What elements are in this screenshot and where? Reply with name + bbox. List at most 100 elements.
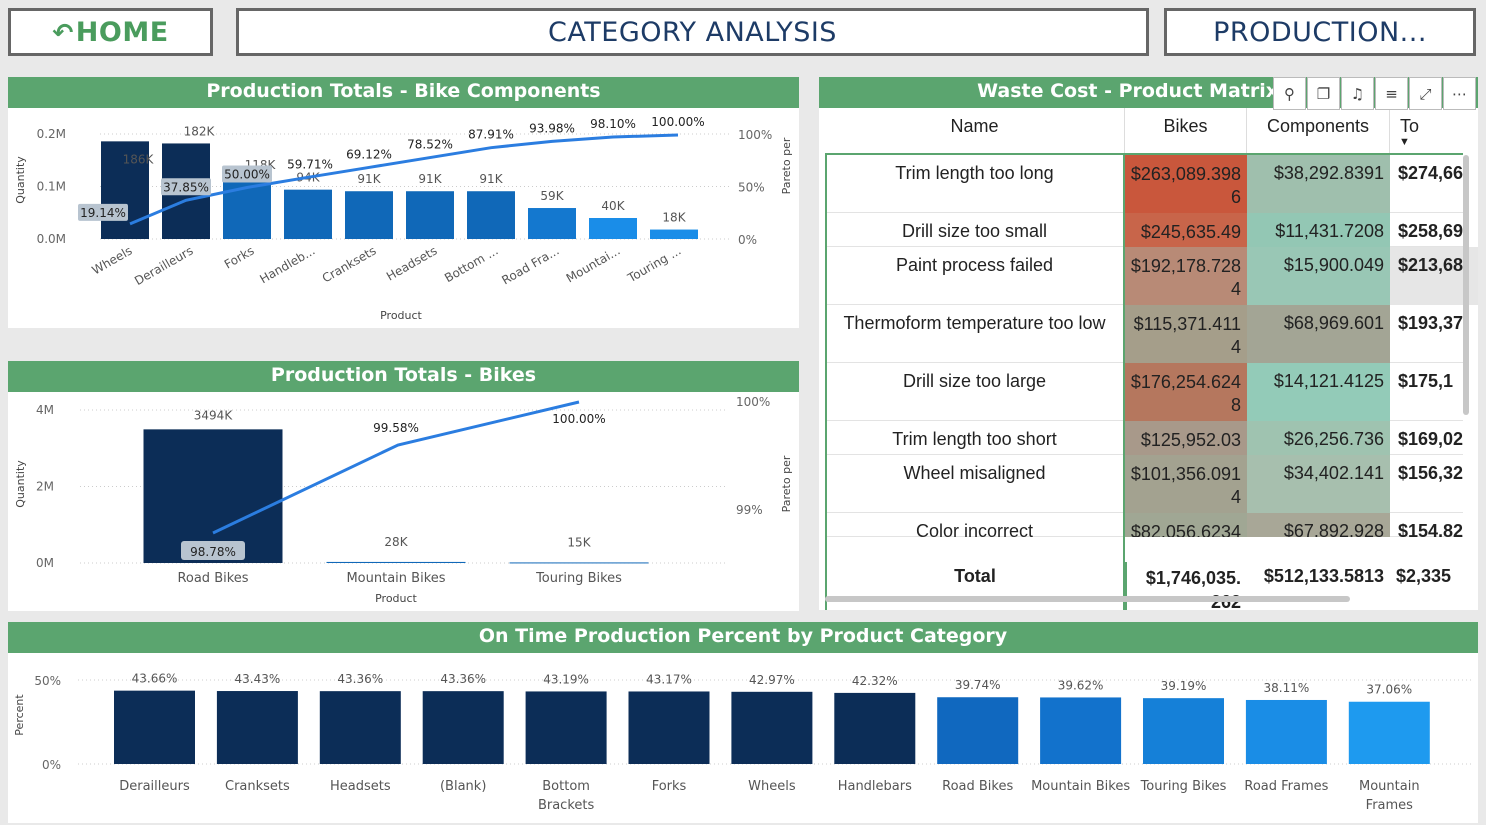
total-label: Total bbox=[954, 566, 996, 586]
y2-tick-label: 100% bbox=[736, 395, 770, 409]
total-value: $154,82 bbox=[1398, 521, 1464, 537]
focus-mode-icon[interactable]: ⤢ bbox=[1409, 77, 1442, 110]
column-header: To bbox=[1390, 108, 1478, 154]
bikes-value-line: $125,952.03 bbox=[1140, 430, 1241, 450]
bikes-value-line: $263,089.398 bbox=[1130, 164, 1241, 184]
x-tick-label: Wheels bbox=[748, 779, 796, 794]
data-label: 91K bbox=[357, 172, 381, 186]
y-tick-label: 2M bbox=[36, 480, 54, 494]
pareto-label: 98.78% bbox=[190, 545, 236, 559]
data-label: 39.74% bbox=[955, 678, 1001, 692]
data-label: 39.62% bbox=[1058, 678, 1104, 692]
on-time-production-panel[interactable]: On Time Production Percent by Product Ca… bbox=[8, 622, 1478, 823]
data-label: 91K bbox=[418, 172, 442, 186]
production-button-label: PRODUCTION... bbox=[1213, 16, 1427, 48]
data-label: 43.36% bbox=[440, 672, 486, 686]
y2-axis-title: Pareto per bbox=[780, 137, 793, 194]
chart-title: Production Totals - Bike Components bbox=[8, 77, 799, 108]
y-axis-title: Quantity bbox=[14, 156, 27, 204]
bikes-value-line: 4 bbox=[1230, 487, 1241, 507]
total-row bbox=[825, 562, 1463, 610]
data-label: 42.97% bbox=[749, 673, 795, 687]
y2-tick-label: 0% bbox=[738, 233, 757, 247]
bikes-value: $192,178.728 4 bbox=[1125, 247, 1247, 305]
total-value: $193,37 bbox=[1398, 313, 1464, 333]
production-button[interactable]: PRODUCTION... bbox=[1164, 8, 1476, 56]
bar bbox=[319, 691, 401, 764]
pareto-line bbox=[212, 400, 580, 535]
bikes-value: $82,056.6234 bbox=[1125, 513, 1247, 537]
bikes-value: $115,371.411 4 bbox=[1125, 305, 1247, 363]
x-tick-label: Touring Bikes bbox=[535, 571, 622, 586]
bikes-value-line: $82,056.6234 bbox=[1130, 522, 1241, 537]
bar bbox=[326, 561, 466, 563]
x-tick-label: Cranksets bbox=[320, 243, 379, 285]
bar bbox=[143, 429, 283, 563]
matrix-left-border bbox=[825, 153, 827, 610]
bikes-value-line: 8 bbox=[1230, 395, 1241, 415]
bar bbox=[834, 692, 916, 764]
sort-descending-icon: ▼ bbox=[1399, 136, 1410, 148]
waste-cost-matrix-panel[interactable]: Waste Cost - Product Matrix Name Bikes Com… bbox=[819, 77, 1478, 610]
copy-icon[interactable]: ❐ bbox=[1307, 77, 1340, 110]
bikes-chart-panel[interactable]: Production Totals - Bikes 0M 2M 4M 99% 100% Q… bbox=[8, 361, 799, 611]
data-label: 40K bbox=[601, 199, 625, 213]
data-label: 18K bbox=[662, 211, 686, 225]
bike-components-chart: 0.0M 0.1M 0.2M 0% 50% 100% Quantity Pareto per P… bbox=[14, 115, 793, 322]
pareto-label-bg bbox=[161, 178, 211, 196]
more-options-icon[interactable]: ⋯ bbox=[1443, 77, 1476, 110]
page-title-text: CATEGORY ANALYSIS bbox=[548, 16, 837, 48]
x-tick-label: Handleb... bbox=[257, 243, 317, 286]
x-tick-label: Touring Bikes bbox=[1140, 779, 1227, 794]
bikes-value: $101,356.091 4 bbox=[1125, 455, 1247, 513]
pareto-label-bg bbox=[222, 165, 272, 183]
bikes-value-line: $101,356.091 bbox=[1130, 464, 1241, 484]
vertical-scrollbar[interactable] bbox=[1463, 155, 1469, 415]
pareto-label: 59.71% bbox=[287, 157, 333, 171]
x-tick-label: Wheels bbox=[90, 243, 135, 277]
bar bbox=[731, 691, 813, 764]
components-value: $15,900.049 bbox=[1247, 247, 1390, 305]
row-name: Thermoform temperature too low bbox=[825, 305, 1125, 363]
row-name: Paint process failed bbox=[825, 247, 1125, 305]
x-tick-label: Derailleurs bbox=[119, 779, 190, 794]
x-tick-label: Headsets bbox=[384, 243, 439, 283]
data-label: 37.06% bbox=[1366, 683, 1412, 697]
y-tick-label: 0M bbox=[36, 556, 54, 570]
bikes-value-line: $192,178.728 bbox=[1130, 256, 1241, 276]
y-tick-label: 0% bbox=[42, 758, 61, 772]
home-button[interactable]: ↶ HOME bbox=[8, 8, 213, 56]
bike-components-chart-panel[interactable]: Production Totals - Bike Components 0.0M… bbox=[8, 77, 799, 328]
x-tick-label: Mountai... bbox=[564, 243, 623, 285]
bell-icon[interactable]: ♫ bbox=[1341, 77, 1374, 110]
x-tick-label: Road Bikes bbox=[942, 779, 1013, 794]
data-label: 91K bbox=[479, 172, 503, 186]
column-header: Components bbox=[1247, 108, 1390, 154]
bar bbox=[467, 191, 515, 239]
pareto-label: 100.00% bbox=[552, 412, 605, 426]
data-label: 43.66% bbox=[132, 672, 178, 686]
x-tick-label: Headsets bbox=[330, 779, 391, 794]
bikes-value-line: 6 bbox=[1230, 187, 1241, 207]
horizontal-scrollbar[interactable] bbox=[825, 596, 1350, 602]
y-tick-label: 4M bbox=[36, 403, 54, 417]
bar bbox=[114, 690, 195, 764]
on-time-production-chart: 0% 50% Percent 43.66% Derailleurs 43.43% Crank… bbox=[13, 672, 1473, 813]
data-label: 43.19% bbox=[543, 672, 589, 686]
pin-icon[interactable]: ⚲ bbox=[1273, 77, 1306, 110]
x-tick-label: Touring ... bbox=[625, 243, 684, 285]
data-label: 3494K bbox=[194, 408, 234, 422]
home-button-label: HOME bbox=[75, 16, 169, 48]
pareto-line bbox=[129, 133, 679, 226]
bar bbox=[937, 697, 1019, 764]
pareto-label: 87.91% bbox=[468, 128, 514, 142]
x-tick-label: Forks bbox=[222, 243, 257, 271]
components-value: $38,292.8391 bbox=[1247, 155, 1390, 213]
filter-icon[interactable]: ≡ bbox=[1375, 77, 1408, 110]
name-column-border bbox=[1123, 153, 1125, 610]
header-divider bbox=[825, 153, 1463, 155]
bikes-value-line: $176,254.624 bbox=[1130, 372, 1241, 392]
data-label: 186K bbox=[123, 152, 155, 166]
pareto-label: 19.14% bbox=[80, 206, 126, 220]
bar bbox=[216, 691, 298, 764]
